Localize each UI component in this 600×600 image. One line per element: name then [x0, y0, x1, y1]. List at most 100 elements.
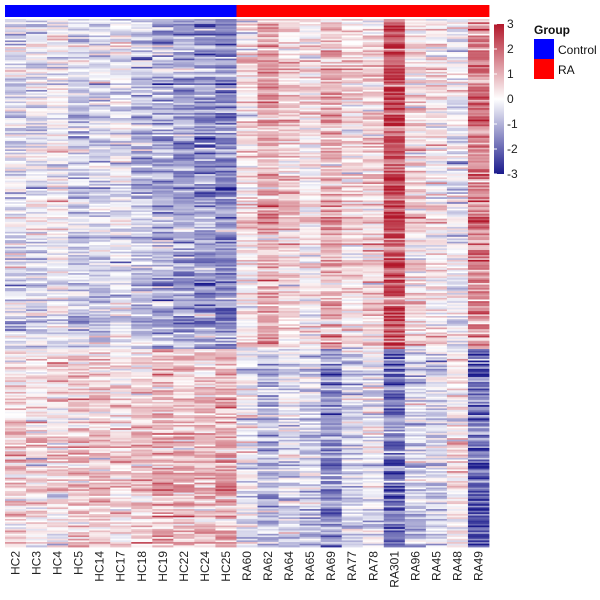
heatmap-cell — [278, 50, 301, 53]
heatmap-cell — [68, 335, 90, 338]
heatmap-cell — [68, 273, 90, 276]
heatmap-cell — [215, 147, 237, 150]
heatmap-cell — [110, 88, 132, 91]
heatmap-cell — [236, 325, 258, 328]
heatmap-cell — [26, 317, 48, 320]
heatmap-cell — [110, 287, 132, 290]
heatmap-cell — [110, 157, 132, 160]
heatmap-cell — [446, 332, 469, 335]
heatmap-cell — [425, 94, 448, 97]
heatmap-cell — [362, 103, 385, 106]
heatmap-cell — [383, 345, 406, 348]
heatmap-cell — [5, 30, 27, 33]
heatmap-cell — [425, 297, 448, 300]
heatmap-cell — [131, 358, 153, 361]
heatmap-cell — [131, 337, 153, 340]
heatmap-cell — [47, 124, 69, 127]
heatmap-cell — [110, 304, 132, 307]
heatmap-cell — [362, 210, 385, 213]
heatmap-cell — [320, 55, 343, 58]
heatmap-cell — [152, 103, 174, 106]
heatmap-cell — [278, 268, 301, 271]
heatmap-cell — [320, 93, 343, 96]
heatmap-cell — [278, 142, 301, 145]
heatmap-cell — [425, 202, 448, 205]
heatmap-cell — [278, 289, 301, 292]
heatmap-cell — [131, 279, 153, 282]
heatmap-cell — [152, 60, 174, 63]
heatmap-cell — [47, 108, 69, 111]
heatmap-cell — [47, 111, 69, 114]
heatmap-cell — [68, 266, 90, 269]
heatmap-cell — [446, 101, 469, 104]
heatmap-cell — [68, 98, 90, 101]
heatmap-cell — [47, 250, 69, 253]
heatmap-cell — [173, 19, 195, 22]
heatmap-cell — [89, 307, 111, 310]
heatmap-cell — [362, 269, 385, 272]
heatmap-cell — [299, 104, 322, 107]
heatmap-cell — [110, 136, 132, 139]
heatmap-cell — [446, 261, 469, 264]
heatmap-cell — [47, 83, 69, 86]
heatmap-cell — [110, 264, 132, 267]
heatmap-cell — [131, 50, 153, 53]
heatmap-cell — [299, 80, 322, 83]
heatmap-cell — [362, 65, 385, 68]
heatmap-cell — [26, 132, 48, 135]
heatmap-cell — [68, 203, 90, 206]
heatmap-cell — [47, 286, 69, 289]
heatmap-cell — [89, 372, 111, 375]
heatmap-cell — [467, 358, 490, 361]
heatmap-cell — [404, 63, 427, 66]
heatmap-cell — [215, 89, 237, 92]
heatmap-cell — [47, 27, 69, 30]
heatmap-cell — [467, 159, 490, 162]
heatmap-cell — [236, 210, 258, 213]
heatmap-cell — [299, 33, 322, 36]
heatmap-cell — [89, 278, 111, 281]
heatmap-cell — [341, 175, 364, 178]
heatmap-cell — [257, 53, 279, 56]
heatmap-cell — [320, 160, 343, 163]
heatmap-cell — [89, 188, 111, 191]
heatmap-cell — [320, 317, 343, 320]
heatmap-cell — [299, 240, 322, 243]
heatmap-cell — [152, 349, 174, 352]
heatmap-cell — [320, 210, 343, 213]
heatmap-cell — [68, 116, 90, 119]
heatmap-cell — [173, 240, 195, 243]
heatmap-cell — [446, 88, 469, 91]
heatmap-cell — [425, 314, 448, 317]
heatmap-cell — [194, 119, 216, 122]
heatmap-cell — [446, 78, 469, 81]
heatmap-cell — [257, 269, 279, 272]
heatmap-cell — [5, 58, 27, 61]
heatmap-cell — [131, 165, 153, 168]
heatmap-cell — [299, 86, 322, 89]
heatmap-cell — [257, 316, 279, 319]
heatmap-cell — [131, 155, 153, 158]
heatmap-cell — [194, 99, 216, 102]
heatmap-cell — [257, 202, 279, 205]
heatmap-cell — [131, 212, 153, 215]
heatmap-cell — [362, 278, 385, 281]
heatmap-cell — [467, 60, 490, 63]
heatmap-cell — [320, 38, 343, 41]
heatmap-cell — [383, 294, 406, 297]
heatmap-cell — [278, 20, 301, 23]
heatmap-cell — [194, 226, 216, 229]
heatmap-cell — [467, 306, 490, 309]
heatmap-cell — [278, 86, 301, 89]
heatmap-cell — [383, 325, 406, 328]
heatmap-cell — [26, 103, 48, 106]
heatmap-cell — [467, 320, 490, 323]
heatmap-cell — [89, 127, 111, 130]
heatmap-cell — [425, 88, 448, 91]
heatmap-cell — [173, 276, 195, 279]
heatmap-cell — [47, 358, 69, 361]
heatmap-cell — [152, 212, 174, 215]
heatmap-cell — [110, 38, 132, 41]
heatmap-cell — [47, 185, 69, 188]
heatmap-cell — [467, 362, 490, 365]
